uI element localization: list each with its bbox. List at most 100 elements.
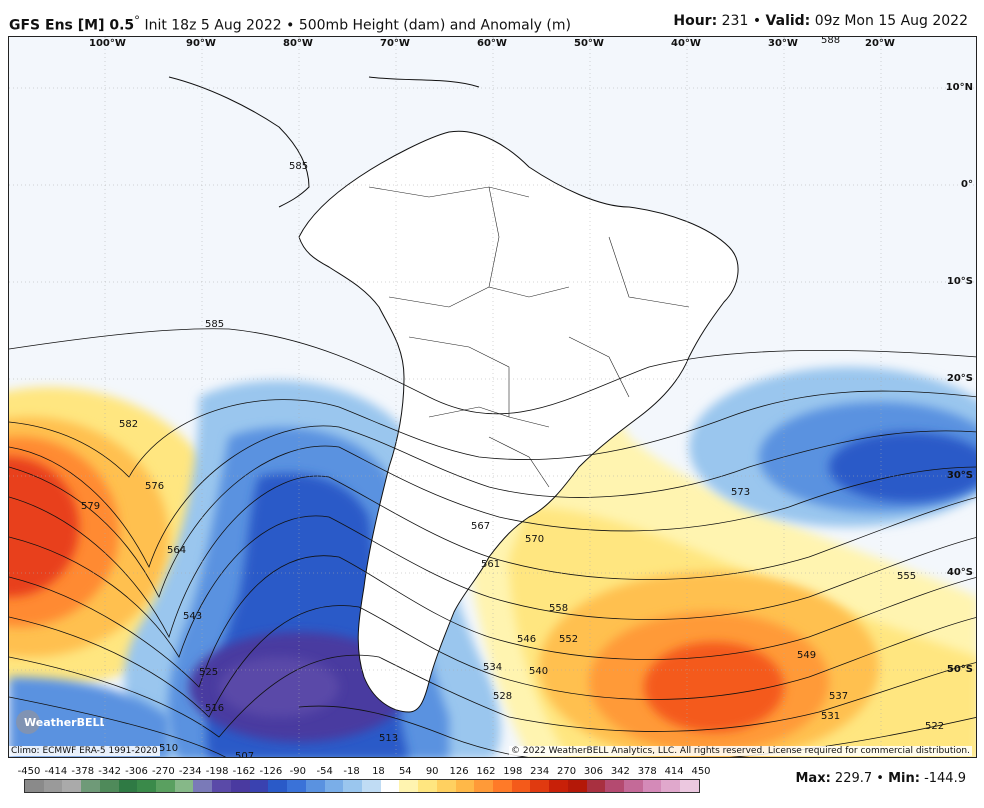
colorbar-swatch [193, 780, 213, 792]
contour-label: 570 [525, 534, 544, 545]
contour-label: 588 [821, 37, 840, 46]
contour-label: 558 [549, 603, 568, 614]
contour-labels: 588 585 585 582 579 576 573 570 567 564 561 558 555 5… [81, 37, 944, 758]
colorbar-swatch [399, 780, 419, 792]
colorbar-label: -414 [44, 766, 68, 777]
colorbar-label: -18 [343, 766, 360, 777]
colorbar-label: 126 [449, 766, 469, 777]
colorbar-label: 18 [372, 766, 385, 777]
longitude-label: 30°W [768, 38, 798, 49]
colorbar-swatch [530, 780, 550, 792]
model-name: GFS Ens [M] 0.5 [9, 17, 135, 34]
colorbar-label: -306 [125, 766, 148, 777]
colorbar-swatch [305, 780, 325, 792]
colorbar-labels: -450 -414 -378 -342 -306 -270 -234 -198 -162 -126… [18, 766, 711, 778]
min-label: Min: [888, 771, 920, 786]
contour-label: 546 [517, 634, 536, 645]
colorbar-swatch [624, 780, 643, 792]
colorbar-swatch [380, 780, 400, 792]
longitude-label: 100°W [89, 38, 126, 49]
graticule [9, 37, 976, 757]
latitude-label: 40°S [946, 567, 973, 578]
colorbar-label: 450 [691, 766, 711, 777]
colorbar-swatch [268, 780, 288, 792]
country-borders [368, 186, 690, 488]
contour-label: 531 [821, 711, 840, 722]
contour-label: 534 [483, 662, 502, 673]
valid-info: Hour: 231 • Valid: 09z Mon 15 Aug 2022 [673, 13, 968, 29]
contour-label: 585 [289, 161, 308, 172]
colorbar-swatch [343, 780, 362, 792]
contour-label: 582 [119, 419, 138, 430]
weather-map: 588 585 585 582 579 576 573 570 567 564 561 558 555 5… [8, 36, 977, 758]
colorbar-swatch [661, 780, 681, 792]
colorbar-swatch [287, 780, 306, 792]
colorbar-swatch [156, 780, 175, 792]
map-title: GFS Ens [M] 0.5° Init 18z 5 Aug 2022 • 5… [9, 13, 571, 34]
longitude-label: 60°W [477, 38, 507, 49]
longitude-label: 70°W [380, 38, 410, 49]
valid-value: 09z Mon 15 Aug 2022 [814, 13, 968, 29]
longitude-label: 20°W [865, 38, 895, 49]
colorbar-label: 234 [530, 766, 550, 777]
colorbar-swatch [249, 780, 269, 792]
valid-label: Valid: [765, 13, 811, 29]
colorbar-swatch [492, 780, 512, 792]
colorbar-swatch [511, 780, 531, 792]
longitude-label: 50°W [574, 38, 604, 49]
contour-label: 537 [829, 691, 848, 702]
logo-text: WeatherBELL [24, 716, 104, 729]
colorbar-label: 162 [476, 766, 496, 777]
colorbar-swatch [549, 780, 568, 792]
contour-label: 507 [235, 751, 254, 758]
colorbar-swatch [99, 780, 119, 792]
colorbar-label: -378 [71, 766, 95, 777]
contour-label: 564 [167, 545, 186, 556]
contour-label: 576 [145, 481, 164, 492]
colorbar-swatch [586, 780, 606, 792]
colorbar-label: 54 [398, 766, 412, 777]
contour-label: 579 [81, 501, 100, 512]
colorbar-swatch [418, 780, 437, 792]
contour-label: 567 [471, 521, 490, 532]
colorbar-swatch [455, 780, 475, 792]
max-value: 229.7 [834, 771, 873, 786]
colorbar-swatch [642, 780, 662, 792]
colorbar-label: -54 [316, 766, 333, 777]
colorbar-label: -342 [98, 766, 121, 777]
colorbar-swatch [174, 780, 194, 792]
colorbar-swatch [680, 780, 699, 792]
hour-label: Hour: [673, 13, 718, 29]
latitude-label: 0° [961, 179, 973, 190]
hour-value: 231 [721, 13, 749, 29]
colorbar-swatch [567, 780, 587, 792]
contour-label: 540 [529, 666, 548, 677]
colorbar-label: -198 [205, 766, 229, 777]
colorbar-swatch [361, 780, 381, 792]
colorbar-swatch [118, 780, 138, 792]
contour-label: 573 [731, 487, 750, 498]
colorbar-label: 414 [664, 766, 684, 777]
colorbar-swatch [436, 780, 456, 792]
header: GFS Ens [M] 0.5° Init 18z 5 Aug 2022 • 5… [0, 0, 984, 36]
longitude-label: 90°W [186, 38, 216, 49]
colorbar-label: 306 [583, 766, 604, 777]
colorbar-swatch [474, 780, 493, 792]
colorbar-label: 90 [425, 766, 439, 777]
contour-label: 555 [897, 571, 916, 582]
colorbar-label: -90 [289, 766, 306, 777]
contour-label: 525 [199, 667, 218, 678]
contour-label: 543 [183, 611, 202, 622]
colorbar-swatch [230, 780, 250, 792]
height-contours [9, 328, 976, 757]
colorbar-label: 378 [637, 766, 657, 777]
latitude-label: 10°S [946, 276, 973, 287]
longitude-label: 80°W [283, 38, 313, 49]
colorbar-label: -234 [178, 766, 202, 777]
contour-label: 513 [379, 733, 398, 744]
copyright-note: © 2022 WeatherBELL Analytics, LLC. All r… [509, 746, 972, 756]
colorbar-label: -270 [152, 766, 175, 777]
longitude-label: 40°W [671, 38, 701, 49]
colorbar-swatch [212, 780, 231, 792]
max-label: Max: [795, 771, 831, 786]
